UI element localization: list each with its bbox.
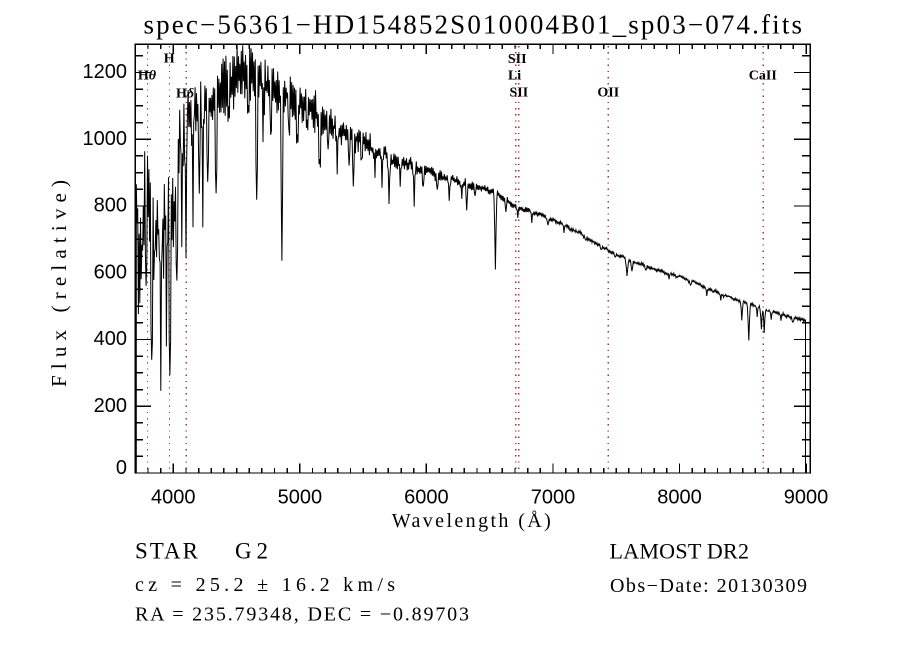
svg-text:RA = 235.79348, DEC = −0.8970: RA = 235.79348, DEC = −0.89703	[135, 604, 469, 626]
svg-text:H: H	[164, 52, 175, 67]
svg-text:SII: SII	[508, 52, 527, 67]
svg-text:9000: 9000	[784, 487, 829, 509]
svg-text:Li: Li	[508, 69, 521, 84]
svg-text:spec−56361−HD154852S010004B01_: spec−56361−HD154852S010004B01_sp03−074.f…	[144, 10, 803, 40]
svg-text:800: 800	[94, 195, 127, 217]
svg-text:200: 200	[94, 395, 127, 417]
svg-text:1200: 1200	[83, 61, 128, 83]
svg-text:Hθ: Hθ	[138, 69, 157, 84]
svg-text:1000: 1000	[83, 128, 128, 150]
svg-text:G2: G2	[235, 539, 268, 564]
svg-text:8000: 8000	[657, 487, 702, 509]
svg-text:5000: 5000	[278, 487, 323, 509]
svg-text:Wavelength (Å): Wavelength (Å)	[392, 510, 551, 532]
svg-text:LAMOST DR2: LAMOST DR2	[610, 539, 750, 564]
svg-text:7000: 7000	[531, 487, 576, 509]
svg-text:OII: OII	[597, 86, 619, 101]
svg-text:400: 400	[94, 328, 127, 350]
svg-text:4000: 4000	[151, 487, 196, 509]
svg-text:0: 0	[116, 457, 127, 479]
svg-text:Hδ: Hδ	[176, 87, 194, 102]
svg-text:600: 600	[94, 261, 127, 283]
svg-text:6000: 6000	[404, 487, 449, 509]
svg-text:Flux (relative): Flux (relative)	[47, 180, 71, 387]
svg-text:Obs−Date: 20130309: Obs−Date: 20130309	[610, 575, 807, 597]
svg-text:SII: SII	[509, 86, 528, 101]
svg-text:STAR: STAR	[135, 539, 199, 564]
svg-text:CaII: CaII	[749, 69, 777, 84]
